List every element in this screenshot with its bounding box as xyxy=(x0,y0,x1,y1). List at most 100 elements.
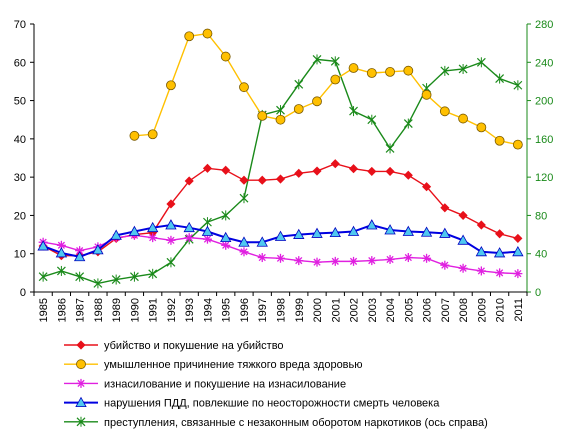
data-point xyxy=(166,199,176,209)
data-point xyxy=(220,51,231,62)
data-point xyxy=(129,130,140,141)
data-point xyxy=(330,74,341,85)
x-tick-label: 2011 xyxy=(513,298,525,322)
data-point xyxy=(349,256,359,266)
data-point xyxy=(184,176,194,186)
legend: убийство и покушение на убийство умышленн… xyxy=(64,340,488,429)
data-point xyxy=(495,268,505,278)
data-point xyxy=(293,104,304,114)
data-point xyxy=(420,226,433,237)
data-point xyxy=(458,263,468,273)
legend-marker xyxy=(76,378,86,388)
data-point xyxy=(385,166,395,176)
data-point xyxy=(312,166,322,176)
data-point xyxy=(422,182,432,192)
data-point xyxy=(312,96,322,107)
y-tick-right-label: 160 xyxy=(535,134,553,146)
legend-item: нарушения ПДД, повлекшие по неосторожнос… xyxy=(64,396,440,410)
legend-label: убийство и покушение на убийство xyxy=(104,340,284,352)
data-point xyxy=(257,175,267,185)
data-point xyxy=(239,193,249,204)
data-point xyxy=(512,245,524,257)
data-point xyxy=(513,233,523,243)
data-point xyxy=(220,231,232,243)
series-group xyxy=(37,28,524,289)
data-point xyxy=(165,219,177,230)
data-point xyxy=(276,105,285,116)
y-tick-left-label: 70 xyxy=(14,19,26,31)
y-tick-right-label: 200 xyxy=(535,96,553,108)
data-point xyxy=(166,257,176,268)
data-point xyxy=(311,227,323,238)
data-point xyxy=(312,54,322,65)
y-tick-right-label: 0 xyxy=(535,287,541,299)
data-point xyxy=(513,80,523,91)
y-tick-right-label: 80 xyxy=(535,210,547,222)
x-tick-label: 2010 xyxy=(495,298,507,322)
y-tick-left-label: 10 xyxy=(14,249,26,261)
data-point xyxy=(221,240,231,250)
data-point xyxy=(202,28,213,39)
data-point xyxy=(367,256,377,266)
data-point xyxy=(458,210,468,220)
data-point xyxy=(147,221,159,233)
data-point xyxy=(239,82,249,93)
x-tick-label: 1988 xyxy=(93,298,105,322)
x-tick-label: 1985 xyxy=(38,298,50,322)
y-tick-left-label: 0 xyxy=(20,287,26,299)
data-point xyxy=(166,80,176,91)
data-point xyxy=(239,247,249,257)
data-point xyxy=(275,174,286,184)
data-point xyxy=(202,234,212,244)
y-tick-left-label: 50 xyxy=(14,96,26,108)
data-point xyxy=(421,89,432,100)
data-point xyxy=(184,233,194,243)
data-point xyxy=(493,247,506,258)
legend-item: преступления, связанные с незаконным обо… xyxy=(64,416,488,429)
data-point xyxy=(256,236,268,247)
data-point xyxy=(495,73,505,84)
legend-label: умышленное причинение тяжкого вреда здор… xyxy=(104,359,363,371)
data-point xyxy=(385,66,395,77)
data-point xyxy=(403,118,413,129)
data-point xyxy=(349,106,358,117)
data-point xyxy=(276,253,285,263)
data-point xyxy=(294,256,304,266)
data-point xyxy=(348,164,359,174)
x-tick-label: 2004 xyxy=(385,298,397,322)
data-point xyxy=(367,114,377,125)
x-tick-label: 2000 xyxy=(312,298,324,322)
x-tick-label: 1994 xyxy=(202,298,214,322)
data-point xyxy=(148,233,158,243)
series-line xyxy=(42,58,519,285)
x-tick-label: 1992 xyxy=(166,298,178,322)
data-point xyxy=(366,219,378,230)
y-tick-left-label: 30 xyxy=(14,172,26,184)
legend-marker xyxy=(75,396,87,408)
data-point xyxy=(366,68,377,78)
data-point xyxy=(128,225,141,236)
data-point xyxy=(329,226,341,238)
data-point xyxy=(512,139,523,150)
data-point xyxy=(330,256,340,266)
legend-marker xyxy=(76,340,86,350)
data-point xyxy=(55,247,68,258)
legend-label: нарушения ПДД, повлекшие по неосторожнос… xyxy=(104,398,440,410)
data-point xyxy=(402,225,414,236)
series-line xyxy=(134,32,519,146)
data-point xyxy=(184,31,195,42)
x-tick-label: 1990 xyxy=(129,298,141,322)
data-point xyxy=(439,227,451,238)
x-tick-label: 1999 xyxy=(294,298,306,322)
legend-item: изнасилование и покушение на изнасилован… xyxy=(64,378,346,390)
data-point xyxy=(221,210,231,221)
x-tick-label: 1997 xyxy=(257,298,269,322)
x-tick-label: 2003 xyxy=(367,298,379,322)
data-point xyxy=(385,143,395,154)
data-point xyxy=(403,253,413,263)
data-point xyxy=(385,254,395,264)
data-point xyxy=(440,65,450,76)
data-point xyxy=(422,253,432,263)
data-point xyxy=(348,63,359,73)
